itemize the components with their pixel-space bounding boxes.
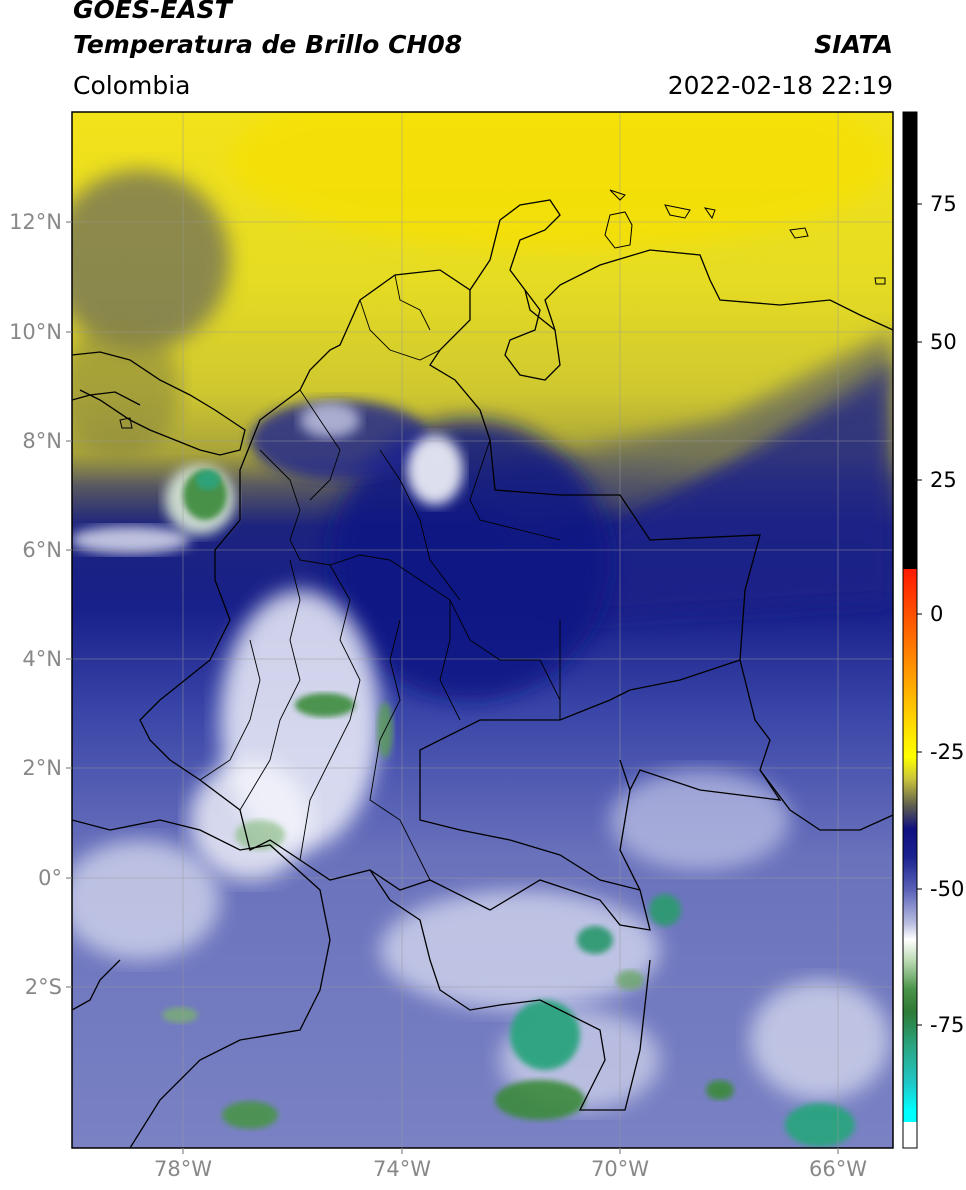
lat-label-6n: 6°N <box>22 538 62 562</box>
agency-label: SIATA <box>814 30 893 59</box>
colorbar-tick-75: 75 <box>930 192 957 216</box>
imagery-layer <box>72 112 893 1148</box>
political-borders <box>72 189 893 1148</box>
colorbar-tick-neg50: -50 <box>930 877 965 901</box>
product-title: Temperatura de Brillo CH08 <box>73 30 463 59</box>
colorbar-tick-25: 25 <box>930 468 957 492</box>
colorbar-tick-0: 0 <box>930 602 944 626</box>
lon-label-70w: 70°W <box>591 1157 649 1181</box>
colorbar-tick-neg75: -75 <box>930 1013 965 1037</box>
colorbar <box>902 111 922 1149</box>
colorbar-tick-50: 50 <box>930 330 957 354</box>
lat-label-12n: 12°N <box>9 210 62 234</box>
lat-label-2s: 2°S <box>24 975 62 999</box>
lat-label-8n: 8°N <box>22 429 62 453</box>
lon-label-78w: 78°W <box>154 1157 212 1181</box>
colorbar-white-segment <box>903 1122 917 1148</box>
satellite-title: GOES-EAST <box>73 0 232 24</box>
colorbar-tick-neg25: -25 <box>930 740 965 764</box>
lat-label-0: 0° <box>38 866 62 890</box>
region-label: Colombia <box>73 71 191 100</box>
timestamp-label: 2022-02-18 22:19 <box>667 71 893 100</box>
map-frame <box>71 111 894 1149</box>
lat-label-4n: 4°N <box>22 647 62 671</box>
axis-ticks <box>66 221 839 1154</box>
colorbar-black-segment <box>903 112 917 569</box>
lat-label-10n: 10°N <box>9 320 62 344</box>
lon-label-74w: 74°W <box>373 1157 431 1181</box>
colorbar-gradient <box>903 569 917 1122</box>
lon-label-66w: 66°W <box>809 1157 867 1181</box>
lat-label-2n: 2°N <box>22 756 62 780</box>
